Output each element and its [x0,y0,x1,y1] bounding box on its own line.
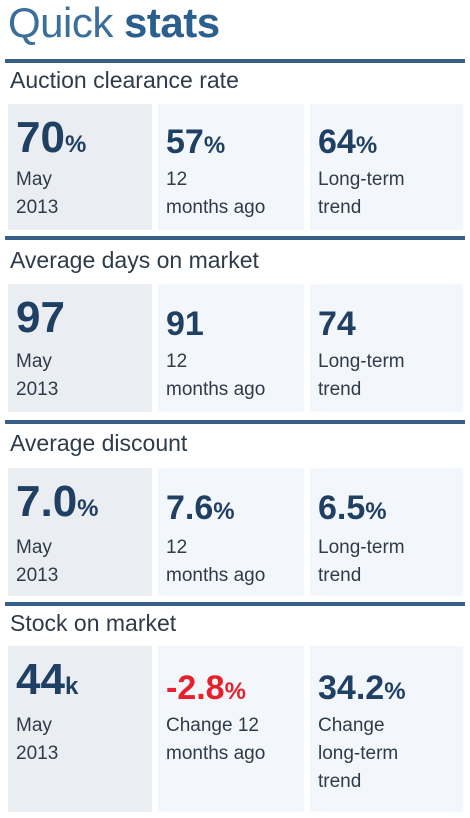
stat-value-negative: -2.8% [166,669,246,707]
stat-card-long-term: 34.2% Change long-term trend [310,646,463,812]
title-light: Quick [8,0,113,46]
stat-card-current: 70% May 2013 [8,104,152,230]
stat-value: 7.0% [16,477,99,526]
stat-card-12-months-ago: 7.6% 12 months ago [158,468,304,596]
stat-label: Long-term trend [318,169,405,218]
stat-value: 70% [16,113,87,162]
title-bold: stats [124,0,220,46]
stat-label: May 2013 [16,715,59,764]
stat-value: 97 [16,293,65,342]
stat-value: 74 [318,305,356,343]
stat-label: Change long-term trend [318,715,399,792]
stat-card-12-months-ago: -2.8% Change 12 months ago [158,646,304,812]
section-title-average-days-on-market: Average days on market [10,247,259,273]
section-title-auction-clearance-rate: Auction clearance rate [10,67,239,93]
section-divider [5,602,465,606]
stat-value: 91 [166,305,204,343]
stat-value: 44k [16,655,79,704]
stat-label: Long-term trend [318,351,405,400]
page-title: Quick stats [8,0,220,46]
stat-value: 6.5% [318,489,387,527]
stat-value: 57% [166,123,226,161]
stat-card-current: 97 May 2013 [8,284,152,412]
stat-value: 34.2% [318,669,406,707]
stat-value: 7.6% [166,489,235,527]
stat-label: Long-term trend [318,537,405,586]
stat-label: 12 months ago [166,169,266,218]
stat-card-current: 7.0% May 2013 [8,468,152,596]
stat-label: Change 12 months ago [166,715,266,764]
section-divider [5,420,465,424]
stat-label: 12 months ago [166,537,266,586]
stat-card-12-months-ago: 57% 12 months ago [158,104,304,230]
section-divider [5,59,465,63]
section-title-stock-on-market: Stock on market [10,610,177,636]
stat-card-current: 44k May 2013 [8,646,152,812]
stat-card-long-term: 74 Long-term trend [310,284,463,412]
section-divider [5,236,465,240]
section-title-average-discount: Average discount [10,430,188,456]
stat-card-12-months-ago: 91 12 months ago [158,284,304,412]
stat-label: May 2013 [16,537,59,586]
stat-card-long-term: 6.5% Long-term trend [310,468,463,596]
stat-label: May 2013 [16,169,59,218]
stat-label: May 2013 [16,351,59,400]
stat-value: 64% [318,123,378,161]
stat-card-long-term: 64% Long-term trend [310,104,463,230]
stat-label: 12 months ago [166,351,266,400]
